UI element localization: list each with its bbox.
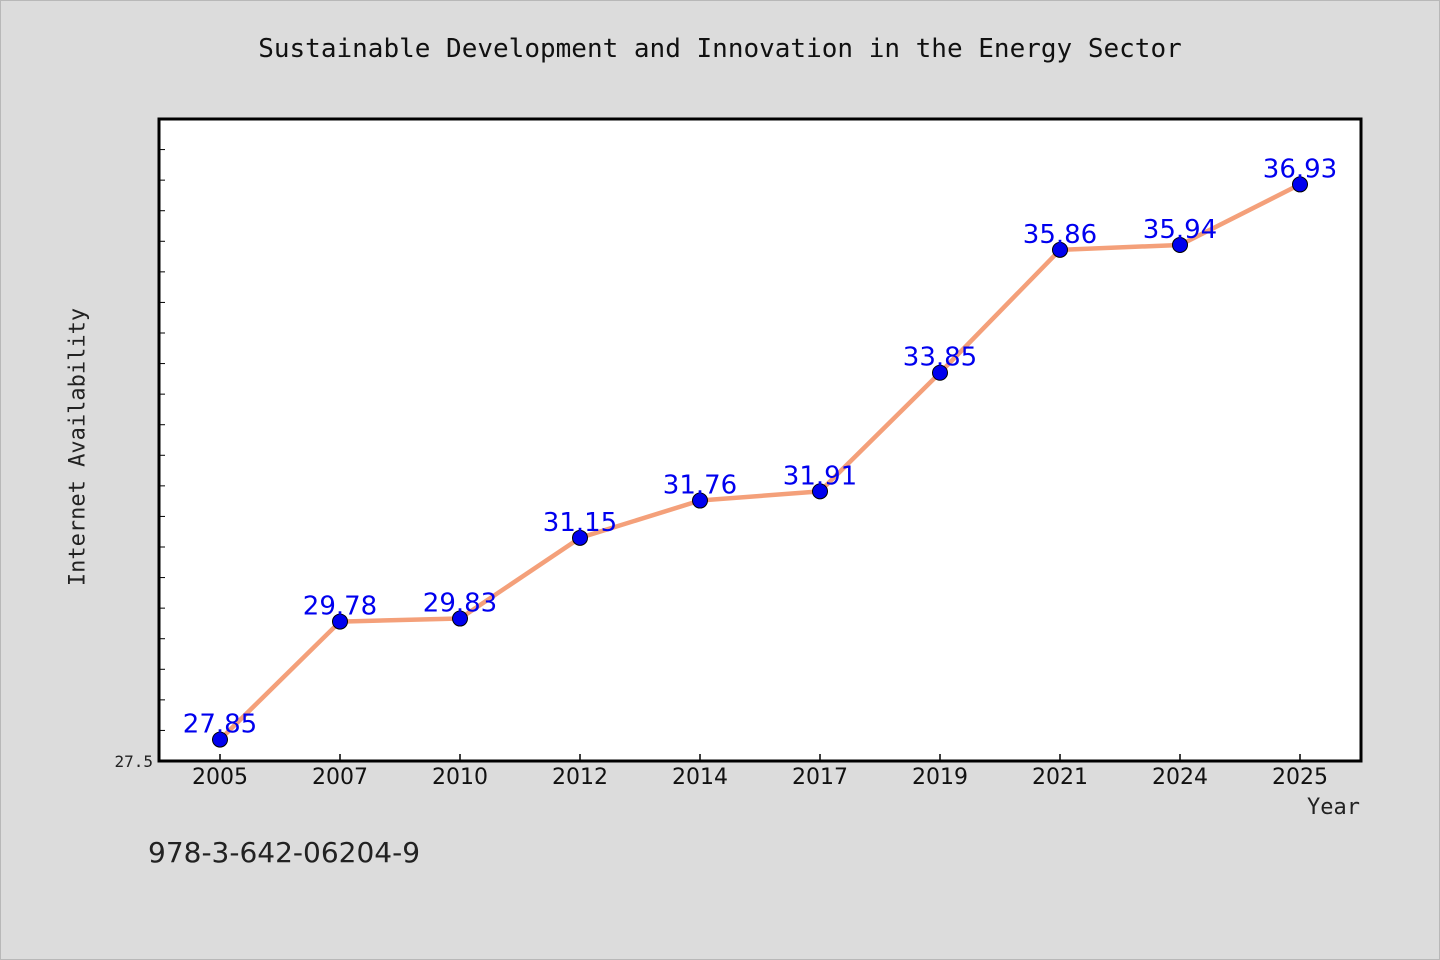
x-tick-label: 2010 — [432, 765, 488, 790]
data-point — [1172, 236, 1188, 253]
x-tick-label: 2005 — [192, 765, 248, 790]
isbn-label: 978-3-642-06204-9 — [148, 836, 421, 869]
data-point — [332, 613, 348, 630]
y-tick-label: 27.5 — [114, 752, 153, 771]
data-point — [692, 492, 708, 509]
x-tick-label: 2014 — [672, 765, 728, 790]
data-label: 29.78 — [303, 592, 377, 622]
chart-title: Sustainable Development and Innovation i… — [258, 34, 1182, 64]
data-label: 33.85 — [903, 343, 977, 373]
data-point — [572, 529, 588, 546]
data-label: 29.83 — [423, 589, 497, 619]
data-point — [1292, 176, 1308, 193]
data-point — [1052, 241, 1068, 258]
data-point — [212, 731, 228, 748]
plot-area — [157, 117, 1363, 763]
data-point — [812, 483, 828, 500]
data-label: 35.94 — [1143, 215, 1217, 245]
data-point — [452, 610, 468, 627]
x-tick-label: 2024 — [1152, 765, 1208, 790]
x-tick-label: 2012 — [552, 765, 608, 790]
series-line — [217, 182, 1303, 742]
data-label: 27.85 — [183, 710, 257, 740]
data-label: 31.91 — [783, 461, 857, 491]
x-tick-label: 2021 — [1032, 765, 1088, 790]
x-axis-label: Year — [1307, 795, 1360, 820]
x-tick-label: 2007 — [312, 765, 368, 790]
x-tick-label: 2017 — [792, 765, 848, 790]
data-label: 35.86 — [1023, 220, 1097, 250]
x-tick-label: 2025 — [1272, 765, 1328, 790]
data-label: 31.76 — [663, 471, 737, 501]
data-label: 31.15 — [543, 508, 617, 538]
data-point — [932, 364, 948, 381]
y-axis-ticks — [159, 118, 165, 762]
x-tick-label: 2019 — [912, 765, 968, 790]
data-label: 36.93 — [1263, 154, 1337, 184]
